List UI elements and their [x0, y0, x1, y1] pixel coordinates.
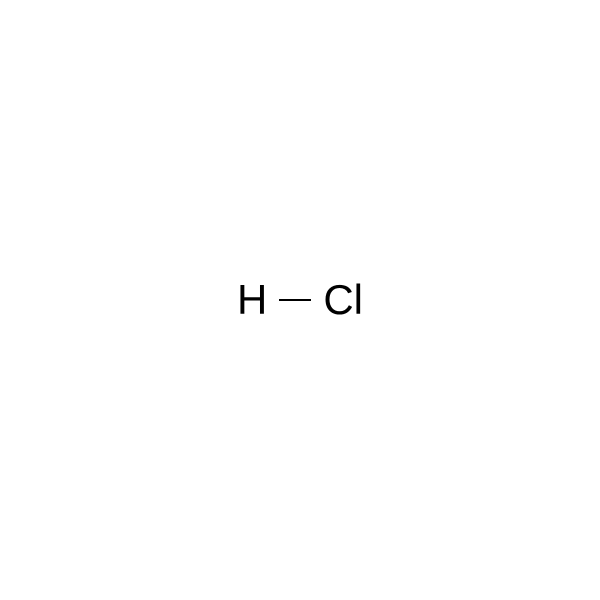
bond-line	[279, 299, 311, 301]
bond-single	[279, 299, 311, 301]
atom-right: Cl	[323, 279, 363, 321]
molecule: H Cl	[237, 279, 363, 321]
atom-left: H	[237, 279, 267, 321]
diagram-canvas: H Cl	[0, 0, 600, 600]
